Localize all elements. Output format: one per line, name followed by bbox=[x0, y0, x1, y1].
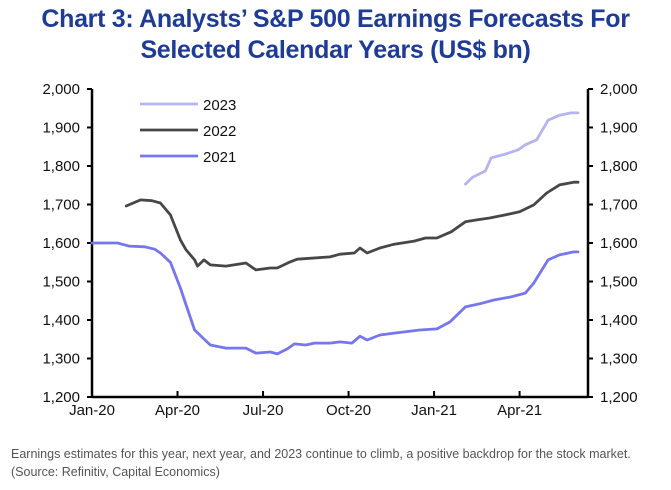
legend-label: 2021 bbox=[203, 149, 236, 166]
chart-caption: Earnings estimates for this year, next y… bbox=[11, 447, 631, 479]
series-line-2021 bbox=[90, 241, 580, 356]
x-tick-label: Apr-21 bbox=[497, 402, 542, 419]
series-lines bbox=[90, 111, 580, 356]
y-tick-label-right: 1,600 bbox=[600, 235, 638, 252]
y-tick-label-left: 1,500 bbox=[42, 274, 80, 291]
y-tick-label-left: 1,900 bbox=[42, 120, 80, 137]
axes: 1,200 1,200 1,300 1,300 1,400 1,400 1,500 1,500… bbox=[42, 81, 637, 419]
y-tick-label-left: 1,800 bbox=[42, 158, 80, 175]
y-tick-label-right: 1,300 bbox=[600, 351, 638, 368]
y-tick-label-left: 2,000 bbox=[42, 81, 80, 98]
chart-title-line-1: Chart 3: Analysts’ S&P 500 Earnings Fore… bbox=[41, 5, 630, 33]
legend-item-2022: 2022 bbox=[140, 123, 236, 140]
legend-item-2021: 2021 bbox=[140, 149, 236, 166]
x-tick-label: Jul-20 bbox=[243, 402, 284, 419]
chart-title: Chart 3: Analysts’ S&P 500 Earnings Fore… bbox=[0, 4, 671, 66]
y-tick-label-right: 1,400 bbox=[600, 312, 638, 329]
y-tick-label-left: 1,200 bbox=[42, 389, 80, 406]
legend-label: 2022 bbox=[203, 123, 236, 140]
series-line-2023 bbox=[464, 111, 580, 186]
y-tick-label-left: 1,300 bbox=[42, 351, 80, 368]
legend: 2023 2022 2021 bbox=[140, 97, 236, 166]
y-tick-label-right: 1,500 bbox=[600, 274, 638, 291]
line-chart: 1,200 1,200 1,300 1,300 1,400 1,400 1,500 1,500… bbox=[42, 81, 637, 419]
y-tick-label-right: 1,900 bbox=[600, 120, 638, 137]
y-tick-label-right: 1,700 bbox=[600, 197, 638, 214]
legend-item-2023: 2023 bbox=[140, 97, 236, 114]
legend-label: 2023 bbox=[203, 97, 236, 114]
y-tick-label-left: 1,700 bbox=[42, 197, 80, 214]
y-tick-label-right: 2,000 bbox=[600, 81, 638, 98]
y-tick-label-left: 1,600 bbox=[42, 235, 80, 252]
chart-title-line-2: Selected Calendar Years (US$ bn) bbox=[140, 36, 531, 64]
y-tick-label-right: 1,200 bbox=[600, 389, 638, 406]
x-tick-label: Jan-20 bbox=[69, 402, 115, 419]
y-tick-label-left: 1,400 bbox=[42, 312, 80, 329]
x-tick-label: Oct-20 bbox=[326, 402, 371, 419]
series-line-2022 bbox=[124, 180, 580, 272]
x-tick-label: Jan-21 bbox=[411, 402, 457, 419]
x-tick-label: Apr-20 bbox=[155, 402, 200, 419]
y-tick-label-right: 1,800 bbox=[600, 158, 638, 175]
